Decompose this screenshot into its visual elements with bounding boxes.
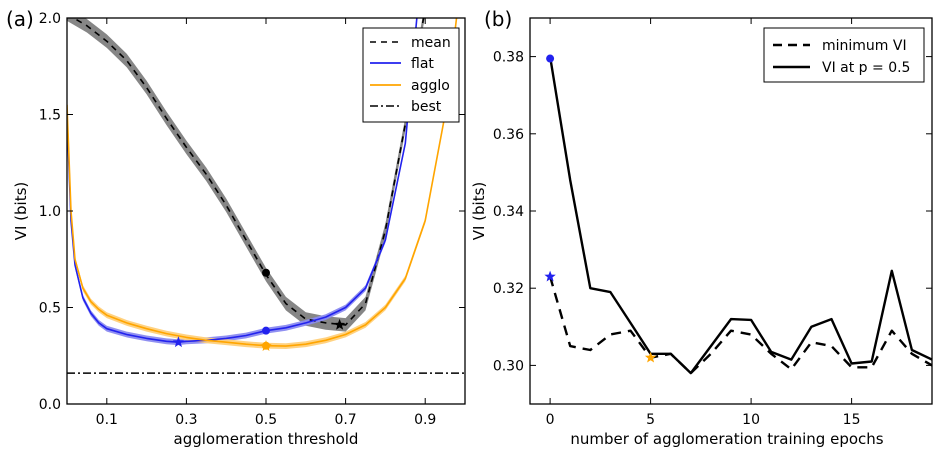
panel-b-legend: minimum VI VI at p = 0.5 xyxy=(763,27,925,83)
panel-b-plot-area xyxy=(544,54,932,375)
panel-b-y-tick-label-0: 0.30 xyxy=(493,358,524,374)
panel-b-y-tick-label-2: 0.34 xyxy=(493,204,524,220)
panel-a-x-tick-label-4: 0.9 xyxy=(414,412,436,428)
panel-b-label: (b) xyxy=(484,7,512,31)
panel-b-x-tick-label-2: 10 xyxy=(742,412,760,428)
panel-b-x-tick-label-0: 0 xyxy=(546,412,555,428)
legend-best-label: best xyxy=(411,99,442,115)
legend-mean-label: mean xyxy=(411,35,451,51)
panel-a-x-tick-label-3: 0.7 xyxy=(334,412,356,428)
mean-circle-marker-0 xyxy=(262,268,270,277)
panel-a-ticks: 0.1 0.3 0.5 0.7 0.9 0.0 0.5 1.0 1.5 2.0 xyxy=(39,11,465,428)
vi-at-p-0-5-line xyxy=(548,56,932,375)
panel-a-x-axis-label: agglomeration threshold xyxy=(174,430,359,448)
panel-a: (a) 0.1 0.3 0.5 0.7 0.9 0.0 0.5 1.0 1.5 2.0 agglo… xyxy=(6,7,466,448)
panel-a-y-tick-label-0: 0.0 xyxy=(39,397,61,413)
panel-a-y-axis-label: VI (bits) xyxy=(12,182,30,241)
panel-a-legend-box xyxy=(362,27,460,123)
agglo-band xyxy=(67,18,457,349)
panel-a-y-tick-label-4: 2.0 xyxy=(39,11,61,27)
mean-band xyxy=(67,18,425,332)
panel-a-legend: mean flat agglo best xyxy=(362,27,460,123)
mean-line xyxy=(72,18,425,326)
panel-b-y-tick-label-3: 0.36 xyxy=(493,127,524,143)
circle-marker-0 xyxy=(546,54,555,63)
minimum-vi-line xyxy=(548,276,932,375)
panel-b-series-group xyxy=(544,54,932,375)
panel-a-y-tick-label-2: 1.0 xyxy=(39,204,61,220)
panel-b-x-tick-label-3: 15 xyxy=(843,412,861,428)
flat-circle-marker-2 xyxy=(262,326,270,335)
panel-a-series-group xyxy=(67,18,465,374)
panel-b-legend-box xyxy=(763,27,925,83)
agglo-line xyxy=(67,18,458,347)
panel-b-ticks: 0 5 10 15 0.30 0.32 0.34 0.36 0.38 xyxy=(493,18,932,428)
legend-vi-at-p-label: VI at p = 0.5 xyxy=(822,60,910,76)
panel-b-y-axis-label: VI (bits) xyxy=(470,182,488,241)
flat-star-marker-3 xyxy=(172,336,185,348)
legend-minimum-vi-label: minimum VI xyxy=(822,38,907,54)
panel-a-y-tick-label-3: 1.5 xyxy=(39,108,61,124)
panel-b: (b) 0 5 10 15 0.30 0.32 0.34 0.36 0.38 number of… xyxy=(470,7,933,448)
legend-agglo-label: agglo xyxy=(411,78,450,94)
star-marker-1 xyxy=(544,270,556,282)
panel-a-x-tick-label-0: 0.1 xyxy=(96,412,118,428)
panel-a-x-tick-label-1: 0.3 xyxy=(175,412,197,428)
panel-b-y-tick-label-1: 0.32 xyxy=(493,281,524,297)
panel-a-plot-area xyxy=(67,18,465,374)
panel-b-y-tick-label-4: 0.38 xyxy=(493,50,524,66)
flat-line xyxy=(67,18,418,344)
panel-b-x-tick-label-1: 5 xyxy=(646,412,655,428)
panel-b-x-axis-label: number of agglomeration training epochs xyxy=(570,430,883,448)
mean-star-marker-1 xyxy=(333,318,346,330)
panel-a-label: (a) xyxy=(6,7,34,31)
legend-flat-label: flat xyxy=(411,56,434,72)
panel-a-y-tick-label-1: 0.5 xyxy=(39,301,61,317)
panel-a-x-tick-label-2: 0.5 xyxy=(255,412,277,428)
star-marker-2 xyxy=(644,351,657,363)
agglo-star-marker-5 xyxy=(260,340,272,351)
